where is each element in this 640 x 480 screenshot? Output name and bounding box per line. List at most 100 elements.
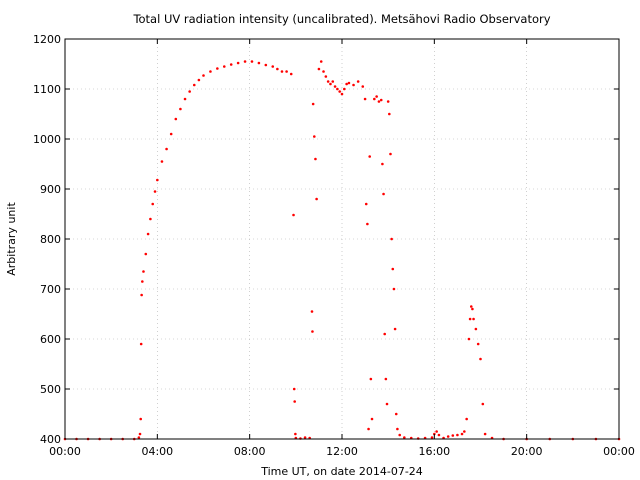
data-point [138,432,142,436]
data-point [446,435,450,438]
x-axis-label: Time UT, on date 2014-07-24 [260,465,423,478]
data-point [141,280,144,283]
data-point [471,307,474,311]
data-point [340,92,344,96]
data-point [375,95,378,98]
data-point [379,98,383,102]
data-point [364,202,368,206]
data-point [386,100,390,103]
data-point [468,317,472,321]
data-point [216,67,219,70]
data-point [437,433,441,437]
data-point [271,65,275,68]
data-point [292,213,295,217]
data-point [222,65,226,68]
y-tick-label: 600 [40,333,61,346]
data-point [363,97,367,101]
data-point [352,83,355,87]
data-point [151,202,155,206]
data-point [146,232,150,236]
data-point [382,192,385,196]
data-point [373,97,376,101]
y-tick-label: 700 [40,283,61,296]
data-point [383,332,387,336]
data-point [236,61,240,65]
y-tick-label: 800 [40,233,61,246]
x-tick-label: 08:00 [234,445,266,458]
data-point [319,60,323,63]
y-tick-label: 1200 [33,33,61,46]
data-point [165,147,168,151]
data-point [472,317,475,321]
data-point [356,80,360,83]
y-tick-label: 500 [40,383,61,396]
data-point [345,82,348,86]
data-point [192,83,196,87]
data-point [142,270,145,273]
y-tick-label: 1000 [33,133,61,146]
data-point [385,402,389,406]
data-point [361,85,365,88]
data-point [333,85,337,88]
x-tick-label: 00:00 [49,445,81,458]
data-point [149,217,152,221]
data-point [315,197,318,201]
data-point [144,252,148,256]
data-point [343,87,346,91]
data-point [394,412,398,416]
data-point [139,342,143,346]
data-point [476,342,480,346]
data-point [389,152,392,156]
data-point [456,433,459,437]
data-point [314,157,317,161]
data-point [336,87,339,91]
data-point [467,337,471,341]
x-tick-label: 20:00 [511,445,543,458]
data-point [469,305,473,308]
data-point [293,400,296,403]
tick-labels: 00:00 04:00 08:00 12:00 16:00 20:00 00:0040050… [33,33,635,458]
data-point [326,80,330,83]
data-point [183,97,187,101]
data-point [474,327,478,331]
data-point [465,417,468,421]
data-point [140,293,143,297]
data-point [313,135,316,138]
data-point [460,432,464,436]
data-point [317,67,321,71]
x-tick-label: 04:00 [141,445,173,458]
data-point [156,178,159,182]
data-point [311,330,314,333]
data-point [403,436,406,439]
data-point [209,70,212,73]
data-point [479,357,482,361]
data-point [390,237,393,241]
data-point [338,90,341,93]
data-point [311,102,315,106]
data-point [197,78,201,82]
chart-title: Total UV radiation intensity (uncalibrat… [132,12,550,26]
data-point [294,432,297,436]
data-point [384,377,388,381]
data-point [329,82,332,86]
plot-frame [64,38,620,440]
data-point [285,70,288,73]
data-point [435,430,438,433]
data-point [381,162,384,166]
data-point [303,436,307,439]
data-point [483,432,487,436]
data-point [430,436,434,439]
data-point [169,132,173,136]
data-point [367,427,370,431]
data-point [481,402,485,406]
data-point [368,155,372,158]
x-tick-label: 16:00 [418,445,450,458]
data-point [160,160,164,163]
data-point [257,61,261,65]
y-tick-label: 900 [40,183,61,196]
data-point [174,117,178,121]
data-point [289,72,293,76]
data-point [398,433,402,437]
